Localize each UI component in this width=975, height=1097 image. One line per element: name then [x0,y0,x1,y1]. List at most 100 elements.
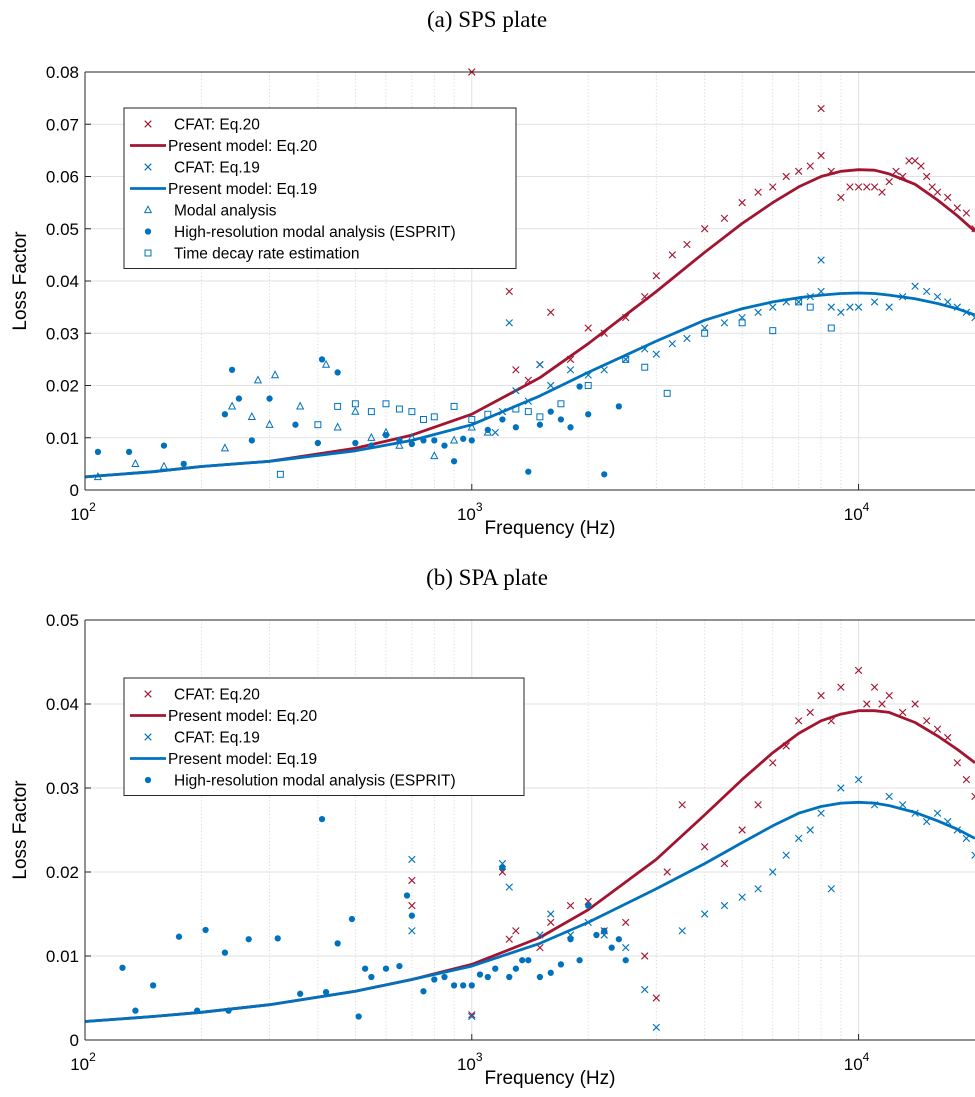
panel-a-series-5-point [499,416,506,423]
panel-a-series-0-point-stroke-b [905,157,913,165]
panel-b-series-0-point-stroke-b [622,918,630,927]
panel-a-y-tick-label: 0.01 [46,429,79,448]
panel-a-series-6-point [512,405,520,413]
panel-a-series-5-point [536,421,544,428]
panel-a-series-5-point [408,440,416,448]
panel-b-series-2-point-stroke-b [817,809,825,817]
panel-a-series-2-point [547,381,555,390]
panel-b-series-4-point [403,892,411,899]
panel-a-series-2-point [754,308,762,317]
panel-b-series-4-point [149,982,157,989]
panel-a-plot-area [84,68,975,481]
panel-a-series-2-point-stroke-b [491,428,499,437]
panel-a-series-0-point [944,193,952,202]
panel-a-series-5-point [484,426,491,434]
panel-b-y-tick-label: 0.04 [46,695,79,714]
panel-b-series-0-point-stroke-b [794,717,803,725]
panel-a-series-6-point [430,413,438,421]
panel-a-series-2-point-stroke-b [827,303,835,311]
panel-a-legend-marker-stroke-b [144,163,152,171]
panel-a-y-tick-label: 0.03 [46,324,79,343]
panel-b-series-4-point [476,971,484,978]
panel-b-legend-item: High-resolution modal analysis (ESPRIT) [144,773,456,790]
panel-a-series-2-point-stroke-b [971,316,975,322]
panel-a-series-6-point [367,408,375,416]
panel-b-series-2-point [738,893,746,901]
panel-b-series-0-point-stroke-b [408,876,416,885]
panel-a-series-0-point [962,209,971,217]
panel-a-series-0-point-stroke-b [892,167,900,175]
panel-a-series-6-markers [276,298,835,478]
panel-b-series-2-point [827,885,835,893]
panel-b-series-4-point [202,926,209,934]
panel-a-series-6-point [314,421,322,429]
panel-a-series-6-point [663,389,671,397]
panel-a-series-5-point [221,411,229,418]
panel-b-series-4-point [567,936,574,943]
panel-b-series-0-point [641,952,649,960]
panel-a-series-2-point-stroke-b [652,350,661,358]
panel-b-y-tick-label: 0.01 [46,947,79,966]
panel-b-series-4-point [225,1007,232,1014]
panel-a-series-4-point [449,435,459,444]
panel-b-series-0-point-stroke-b [468,1011,476,1019]
panel-b-series-0-point [720,859,729,868]
panel-a-series-0-point-stroke-b [794,167,803,175]
panel-a-series-0-point [584,324,592,332]
panel-a-series-2-point-stroke-b [817,287,825,296]
panel-a-series-5-point [248,437,255,444]
panel-a-series-2-point [600,366,608,374]
panel-b-series-4-point [132,1007,139,1014]
panel-a-legend-label: Modal analysis [174,203,277,220]
panel-b-series-0-point-stroke-b [817,691,825,700]
panel-b-series-0-point-stroke-b [827,717,835,725]
panel-b-series-2-point [885,792,893,801]
panel-a-series-4-point [296,401,305,410]
panel-b-series-0-point [885,691,893,700]
panel-a-series-5-point [396,437,403,444]
panel-b-series-0-point [700,843,709,851]
panel-b-series-4-point [576,957,583,964]
panel-a-legend-label: Present model: Eq.20 [168,138,317,155]
panel-a-y-tick-label: 0.04 [46,272,79,291]
panel-b-series-2-point-stroke-b [700,910,709,918]
panel-a-series-6-point [408,408,416,416]
panel-a-series-2-point-stroke-b [817,256,825,264]
panel-a-series-6-point [468,415,476,423]
panel-a-series-2-point [683,334,691,343]
panel-b-series-2-point [536,931,544,939]
panel-a-series-6-point [738,319,746,327]
panel-a-series-0-point [794,167,803,175]
panel-a-legend-item: Modal analysis [143,203,277,220]
panel-a-y-tick-label: 0.07 [46,115,79,134]
panel-b-y-tick-label: 0 [70,1031,79,1050]
panel-a-x-tick-label: 102 [70,500,96,524]
panel-a-legend-item: Time decay rate estimation [144,246,360,263]
panel-b-series-2-point [468,1012,476,1021]
panel-a-series-5-point [431,437,438,444]
panel-a-series-4-markers [93,359,492,481]
panel-b-series-0-point [622,918,630,927]
panel-b-series-4-markers [119,815,629,1020]
panel-b-series-0-point-stroke-b [641,952,649,960]
panel-b-series-4-point [362,965,369,972]
panel-a-series-2-point-stroke-b [837,308,845,317]
panel-a-series-5-markers [94,356,622,478]
panel-b-series-4-point [460,982,467,989]
panel-a-series-4-point [467,422,476,431]
panel-a-series-2-point [505,319,513,327]
panel-b-y-axis-label: Loss Factor [10,780,31,880]
panel-a-series-2-point-stroke-b [512,387,520,395]
panel-b-series-4-point [622,957,629,964]
panel-a-series-2-point [837,308,845,317]
panel-a-series-6-point [382,400,390,408]
panel-a-series-0-point-stroke-b [668,251,677,259]
panel-a-series-5-point [441,442,448,449]
panel-b-series-0-point-stroke-b [547,918,555,927]
panel-a-legend-marker [144,163,152,171]
panel-b-series-4-point [194,1007,201,1014]
panel-a-series-0-point [769,183,777,191]
panel-b-series-0-point-stroke-b [512,927,520,935]
panel-b-series-2-point [700,910,709,918]
panel-b-series-4-point [348,915,356,923]
